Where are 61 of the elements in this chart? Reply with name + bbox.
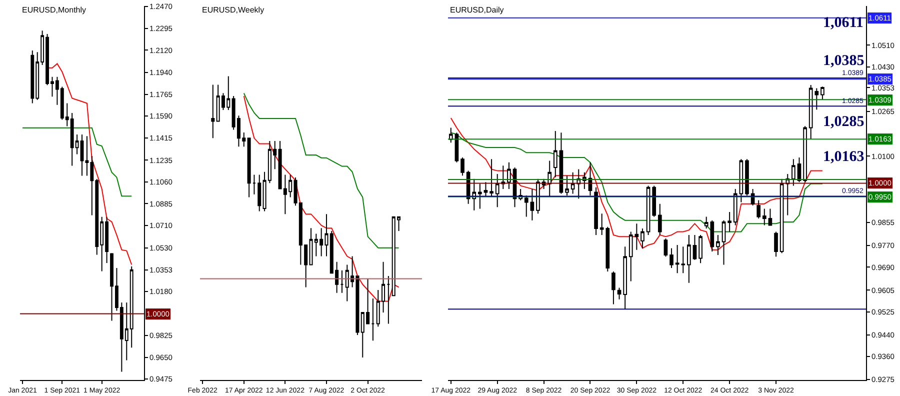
candlestick — [559, 132, 564, 194]
candlestick — [553, 130, 558, 178]
candlestick — [670, 248, 674, 268]
candlestick — [371, 298, 375, 342]
chart-title: EURUSD,Daily — [450, 6, 504, 15]
candlestick — [211, 84, 215, 139]
candlestick — [687, 234, 691, 284]
candlestick — [612, 270, 616, 305]
candlestick — [675, 244, 680, 274]
candlestick — [762, 208, 766, 226]
candlestick — [460, 157, 464, 176]
candlestick — [490, 158, 494, 198]
candlestick — [258, 174, 262, 212]
annotation: 1,0385 — [823, 53, 864, 69]
candlestick — [617, 287, 622, 300]
candlestick — [803, 126, 807, 183]
candlestick — [484, 182, 488, 198]
candlestick — [792, 158, 796, 186]
candlestick — [756, 200, 761, 219]
candlestick — [640, 228, 644, 249]
candlestick — [658, 203, 662, 236]
candlestick — [524, 194, 528, 218]
candlestick — [548, 160, 552, 198]
chart-title: EURUSD,Weekly — [202, 6, 264, 15]
candlestick — [664, 238, 668, 258]
candlestick — [728, 211, 732, 232]
candlestick — [507, 162, 511, 190]
annotation: 1,0163 — [823, 149, 864, 165]
candlestick — [570, 172, 575, 194]
candlestick — [698, 234, 702, 264]
candlestick — [716, 234, 720, 256]
candlestick — [768, 208, 772, 226]
line-series — [22, 127, 132, 197]
candlestick — [386, 275, 390, 324]
candlestick — [722, 220, 726, 266]
candlestick — [565, 175, 569, 196]
candlestick — [628, 231, 633, 282]
line-series — [450, 118, 823, 250]
candlestick — [478, 183, 482, 210]
candlestick — [623, 246, 627, 310]
candlestick — [252, 174, 256, 195]
candlestick — [774, 231, 778, 258]
candlestick — [634, 223, 639, 250]
candlestick — [797, 157, 802, 183]
candlestick — [472, 178, 476, 211]
candlestick — [594, 186, 598, 236]
candlestick — [681, 246, 686, 274]
candlestick — [692, 234, 697, 260]
candlestick — [340, 270, 344, 294]
annotation: 1,0611 — [823, 15, 864, 31]
candlestick — [733, 188, 738, 226]
line-series — [46, 63, 132, 266]
candlestick — [247, 138, 251, 198]
candlestick — [530, 188, 534, 221]
candlestick — [448, 127, 453, 144]
candlestick — [820, 86, 824, 100]
chart-title: EURUSD,Monthly — [22, 6, 86, 15]
candlestick — [745, 158, 749, 196]
candlestick — [536, 178, 540, 214]
candlestick — [652, 185, 656, 218]
annotation: 1,0285 — [823, 114, 864, 130]
